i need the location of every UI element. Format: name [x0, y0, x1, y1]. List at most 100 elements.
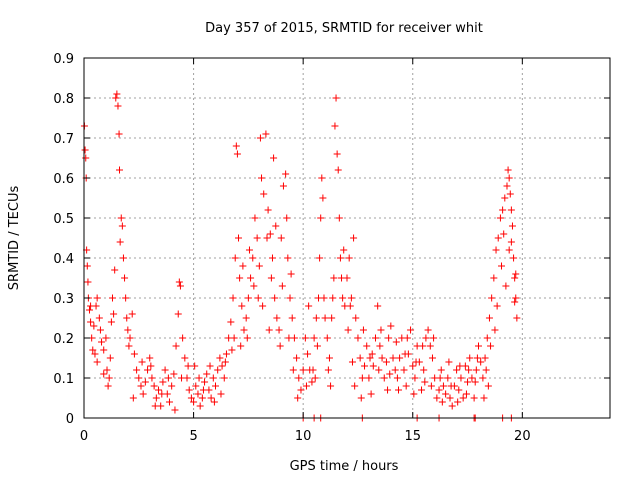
data-point [89, 346, 97, 354]
data-point [151, 402, 159, 410]
data-point [91, 350, 99, 358]
data-point [499, 206, 507, 214]
x-tick-labels: 0 5 10 15 20 [80, 429, 531, 444]
data-point [103, 366, 111, 374]
data-point [395, 386, 403, 394]
data-point [320, 294, 328, 302]
data-point [391, 366, 399, 374]
data-point [507, 206, 515, 214]
data-point [265, 326, 273, 334]
data-point [309, 366, 317, 374]
data-point [472, 366, 480, 374]
data-point [84, 278, 92, 286]
data-point [152, 394, 160, 402]
data-point [214, 366, 222, 374]
data-point [171, 406, 179, 414]
data-point [178, 374, 186, 382]
data-point [505, 174, 513, 182]
data-point [323, 334, 331, 342]
data-point [304, 350, 312, 358]
data-point [191, 362, 199, 370]
data-point [403, 334, 411, 342]
data-point [144, 366, 152, 374]
data-point [287, 270, 295, 278]
data-point [459, 394, 467, 402]
data-point [285, 334, 293, 342]
data-point [276, 342, 284, 350]
y-tick-label: 0.7 [53, 132, 74, 147]
data-point [376, 342, 384, 350]
data-point [454, 398, 462, 406]
data-point [470, 394, 478, 402]
data-point [207, 394, 215, 402]
data-point [210, 398, 218, 406]
data-point [396, 354, 404, 362]
data-point [402, 382, 410, 390]
data-point [445, 358, 453, 366]
data-point [231, 254, 239, 262]
data-point [192, 382, 200, 390]
data-point [126, 334, 134, 342]
data-point [340, 246, 348, 254]
y-tick-label: 0.5 [53, 212, 74, 227]
data-point [266, 230, 274, 238]
data-point [475, 342, 482, 350]
data-point [389, 354, 397, 362]
data-point [347, 294, 355, 302]
data-point [345, 254, 353, 262]
y-tick-label: 0.6 [53, 172, 74, 187]
data-point [468, 374, 476, 382]
data-point [159, 378, 167, 386]
data-point [418, 386, 426, 394]
data-point [176, 282, 184, 290]
data-point [194, 390, 202, 398]
data-point [437, 366, 445, 374]
data-point [165, 398, 173, 406]
data-point [422, 334, 430, 342]
data-point [484, 382, 492, 390]
data-point [327, 382, 335, 390]
data-point [236, 274, 244, 282]
data-point [330, 274, 338, 282]
data-point [289, 366, 297, 374]
data-point [504, 166, 512, 174]
data-point [427, 382, 435, 390]
data-point [487, 342, 495, 350]
data-point [369, 362, 377, 370]
data-point [133, 366, 141, 374]
data-point [430, 334, 438, 342]
data-point [439, 382, 447, 390]
data-point [329, 294, 337, 302]
data-point [230, 334, 238, 342]
data-point [174, 310, 182, 318]
data-point [482, 366, 490, 374]
data-point [506, 190, 514, 198]
data-point [275, 326, 283, 334]
data-point [102, 334, 110, 342]
data-point [118, 222, 126, 230]
data-point [279, 182, 287, 190]
data-point [339, 294, 347, 302]
data-point [387, 322, 395, 330]
data-point [352, 314, 360, 322]
data-point [271, 294, 279, 302]
data-point [232, 142, 240, 150]
data-point [168, 382, 176, 390]
data-point [426, 342, 434, 350]
data-point [465, 366, 473, 374]
data-point [146, 354, 154, 362]
data-point [510, 254, 518, 262]
data-point [377, 326, 385, 334]
data-point [278, 282, 286, 290]
data-point [237, 342, 245, 350]
data-point [155, 386, 163, 394]
data-point [217, 390, 225, 398]
plot-frame [83, 57, 611, 419]
data-point [511, 274, 519, 282]
data-point [367, 390, 375, 398]
data-point [313, 342, 321, 350]
data-point [201, 378, 209, 386]
data-point [212, 382, 219, 390]
data-point [410, 390, 418, 398]
